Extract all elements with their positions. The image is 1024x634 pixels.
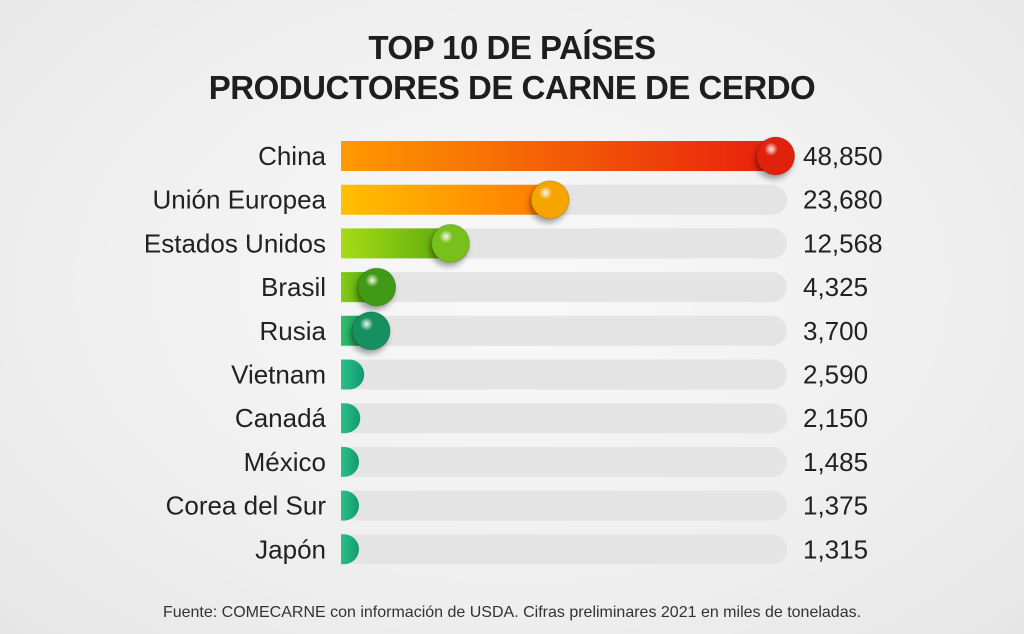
value-label: 23,680 bbox=[803, 185, 883, 215]
bar-end-ball bbox=[756, 136, 796, 176]
bar-end-ball bbox=[431, 223, 471, 263]
source-footnote: Fuente: COMECARNE con información de USD… bbox=[162, 604, 862, 621]
category-label: Canadá bbox=[235, 403, 327, 433]
category-label: Japón bbox=[255, 534, 326, 564]
category-label: China bbox=[258, 141, 326, 171]
bar bbox=[341, 184, 554, 215]
bar-track bbox=[341, 534, 787, 565]
value-label: 48,850 bbox=[803, 141, 883, 171]
category-label: Corea del Sur bbox=[166, 491, 327, 521]
chart-title-line-2: PRODUCTORES DE CARNE DE CERDO bbox=[208, 69, 816, 106]
bar-end-ball bbox=[357, 267, 397, 307]
bar-track bbox=[341, 272, 787, 303]
category-label: México bbox=[244, 447, 326, 477]
category-label: Rusia bbox=[260, 316, 327, 346]
bar-track bbox=[341, 446, 787, 477]
bar-track bbox=[341, 490, 787, 521]
bar-chart: China 48,850 Unión Europea 23,680 Estados Un… bbox=[144, 136, 883, 565]
bar-end-ball bbox=[351, 311, 391, 351]
bar bbox=[341, 534, 359, 565]
bar-track bbox=[341, 359, 787, 390]
value-label: 12,568 bbox=[803, 228, 883, 258]
bar-track bbox=[341, 315, 787, 346]
category-label: Estados Unidos bbox=[144, 228, 326, 258]
bar bbox=[341, 141, 779, 171]
bar bbox=[341, 446, 359, 477]
value-label: 1,375 bbox=[803, 491, 868, 521]
category-label: Brasil bbox=[261, 272, 326, 302]
bar bbox=[341, 403, 361, 434]
value-label: 3,700 bbox=[803, 316, 868, 346]
value-label: 1,485 bbox=[803, 447, 868, 477]
chart-title-line-1: TOP 10 DE PAÍSES bbox=[368, 29, 656, 66]
bar-end-ball bbox=[530, 180, 570, 220]
value-label: 1,315 bbox=[803, 534, 868, 564]
value-label: 2,590 bbox=[803, 360, 868, 390]
bar bbox=[341, 359, 365, 390]
bar bbox=[341, 228, 454, 259]
value-label: 2,150 bbox=[803, 403, 868, 433]
category-label: Unión Europea bbox=[153, 185, 327, 215]
value-label: 4,325 bbox=[803, 272, 868, 302]
category-label: Vietnam bbox=[231, 360, 326, 390]
bar-track bbox=[341, 403, 787, 434]
bar bbox=[341, 490, 359, 521]
